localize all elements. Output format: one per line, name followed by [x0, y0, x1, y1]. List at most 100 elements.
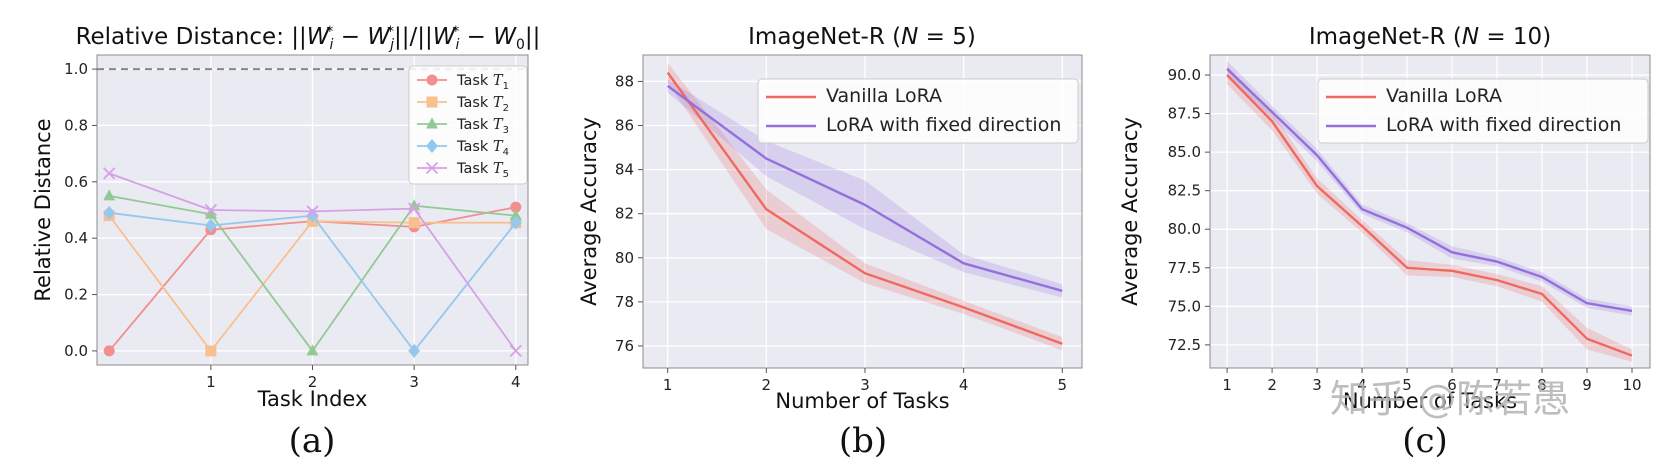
- panel-letter: (b): [839, 421, 887, 461]
- data-point-x: [408, 202, 421, 215]
- data-point-x: [103, 167, 116, 180]
- legend-label-part: Task: [456, 95, 493, 111]
- x-tick-label: 2: [1267, 376, 1277, 394]
- y-tick-label: 87.5: [1168, 105, 1201, 123]
- x-tick-label: 1: [1222, 376, 1232, 394]
- panel-letter: (c): [1402, 421, 1448, 461]
- x-tick-label: 3: [860, 376, 870, 394]
- legend-marker: [426, 139, 438, 153]
- title-part: 0: [516, 37, 525, 53]
- legend-label: Vanilla LoRA: [826, 85, 942, 107]
- legend-label: Task T1: [456, 73, 509, 92]
- data-point-triangle: [204, 207, 217, 219]
- legend-label-part: Task: [456, 161, 493, 177]
- data-point-circle: [510, 201, 522, 213]
- axes-frame: [642, 54, 1083, 369]
- chart-panel-c: 1 2 3 4 5 6 7 8 9 10 72.5 75.0 77.5 80.0 82.5 85.0 87.5 9…: [1118, 24, 1651, 461]
- title-part: W: [433, 24, 457, 50]
- title-part: = 5): [918, 24, 976, 50]
- data-point-triangle: [509, 209, 522, 221]
- data-point-square: [205, 345, 217, 357]
- data-point-diamond: [408, 343, 421, 358]
- legend-box: [1317, 78, 1649, 144]
- y-tick-label: 0.2: [64, 286, 88, 304]
- title-part: *: [452, 24, 459, 40]
- chart-title: Relative Distance: ||Wi* − Wj*||/||Wi* −…: [76, 24, 541, 53]
- y-tick-label: 88: [615, 72, 634, 90]
- data-point-x: [509, 344, 522, 358]
- y-tick-label: 0.0: [64, 342, 88, 360]
- data-point-diamond: [204, 218, 217, 233]
- y-tick-label: 78: [615, 293, 634, 311]
- x-axis-label: Number of Tasks: [1343, 389, 1517, 413]
- title-part: N: [901, 24, 918, 50]
- title-part: −: [459, 24, 493, 50]
- legend-label: Task T4: [456, 139, 509, 158]
- legend-label: Task T2: [456, 95, 509, 114]
- confidence-band-1: [1227, 65, 1633, 362]
- title-part: W: [307, 24, 331, 50]
- confidence-band-2: [667, 79, 1063, 298]
- data-point-triangle: [306, 344, 319, 356]
- title-part: i: [455, 37, 459, 53]
- y-tick-label: 1.0: [64, 60, 88, 78]
- data-point-square: [408, 217, 420, 229]
- y-axis-label: Average Accuracy: [577, 117, 601, 306]
- x-tick-label: 5: [1057, 376, 1067, 394]
- x-tick-label: 2: [308, 373, 318, 391]
- legend-label-part: T: [493, 73, 504, 89]
- x-tick-label: 10: [1622, 376, 1641, 394]
- legend-box: [757, 78, 1079, 144]
- x-tick-label: 4: [511, 373, 521, 391]
- y-tick-label: 86: [615, 117, 634, 135]
- legend-label: LoRA with fixed direction: [1386, 114, 1621, 136]
- title-part: −: [333, 24, 367, 50]
- x-tick-label: 9: [1582, 376, 1592, 394]
- axes-frame: [1209, 54, 1651, 369]
- marker-x-stroke: [306, 205, 319, 218]
- y-tick-label: 82.5: [1168, 182, 1201, 200]
- panel-letter: (a): [289, 421, 336, 461]
- title-part: N: [1462, 24, 1479, 50]
- title-part: W: [367, 24, 391, 50]
- x-tick-label: 8: [1537, 376, 1547, 394]
- chart-panel-b: 1 2 3 4 5 76 78 80 82 84 86 88 Number of Tasks Averag…: [577, 24, 1083, 461]
- marker-x-stroke: [103, 167, 116, 180]
- series-line-2: [1226, 68, 1633, 313]
- legend: Vanilla LoRA LoRA with fixed direction: [1317, 78, 1649, 144]
- series-line-1: [666, 71, 1063, 345]
- x-axis-label: Task Index: [257, 387, 368, 411]
- y-tick-label: 80.0: [1168, 220, 1201, 238]
- data-point-x: [204, 203, 217, 217]
- x-tick-label: 1: [663, 376, 673, 394]
- y-tick-label: 90.0: [1168, 66, 1201, 84]
- y-tick-label: 0.8: [64, 116, 88, 134]
- x-axis-label: Number of Tasks: [775, 389, 949, 413]
- legend-box: [408, 65, 528, 185]
- title-part: ImageNet-R (: [1309, 24, 1462, 50]
- y-tick-label: 75.0: [1168, 297, 1201, 315]
- legend-label-part: 3: [503, 125, 509, 136]
- x-tick-label: 3: [1312, 376, 1322, 394]
- x-tick-label: 7: [1492, 376, 1502, 394]
- legend: Vanilla LoRA LoRA with fixed direction: [757, 78, 1079, 144]
- chart-title: ImageNet-R (N = 5): [748, 24, 976, 50]
- y-tick-label: 0.4: [64, 229, 88, 247]
- title-part: j: [388, 37, 394, 53]
- legend-marker: [426, 74, 438, 86]
- legend-marker: [425, 161, 439, 175]
- chart-panel-a: 1 2 3 4 0.0 0.2 0.4 0.6 0.8 1.0 Task Index Relative…: [31, 24, 540, 461]
- y-tick-label: 82: [615, 205, 634, 223]
- legend-label-part: Task: [456, 117, 493, 133]
- legend-label: LoRA with fixed direction: [826, 114, 1061, 136]
- data-point-diamond: [509, 215, 522, 230]
- x-tick-label: 1: [206, 373, 216, 391]
- title-part: i: [330, 37, 334, 53]
- legend-label-part: T: [493, 139, 504, 155]
- title-part: ||: [525, 24, 541, 50]
- title-part: = 10): [1479, 24, 1551, 50]
- legend-label: Vanilla LoRA: [1386, 85, 1502, 107]
- legend-label: Task T3: [456, 117, 509, 136]
- data-point-diamond: [103, 205, 116, 220]
